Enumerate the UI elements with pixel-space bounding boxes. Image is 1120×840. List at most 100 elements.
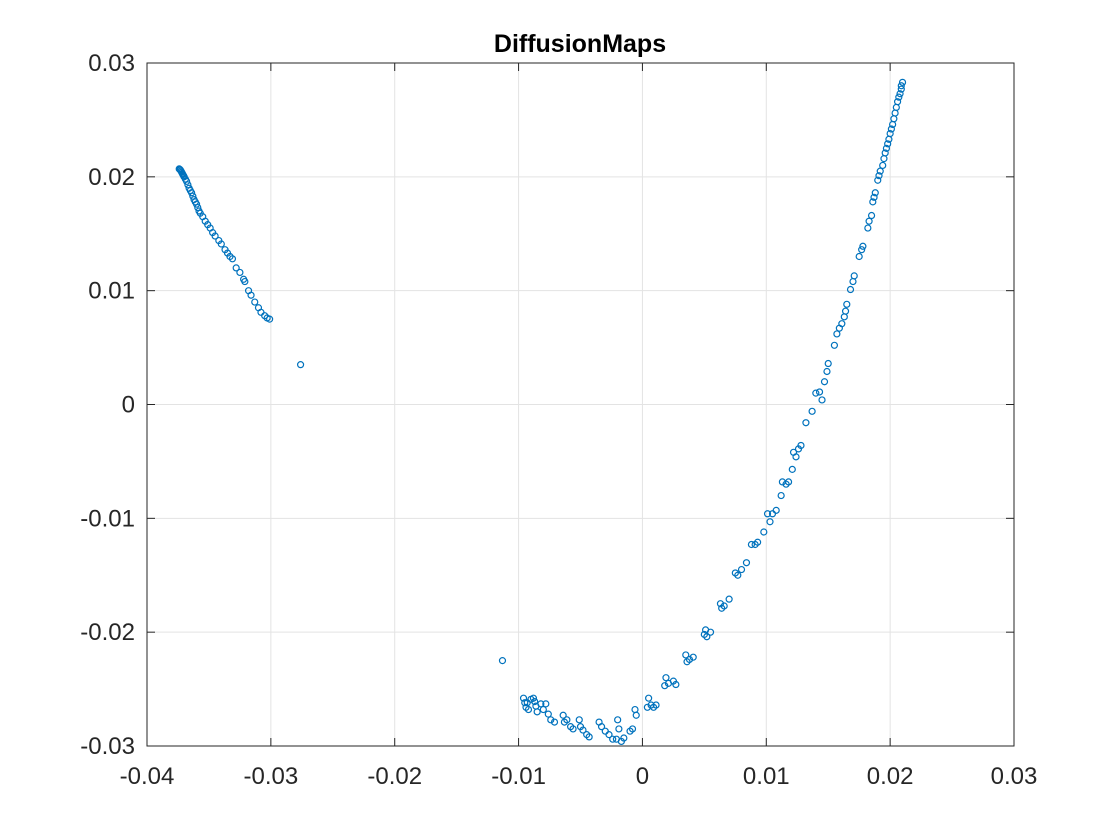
- y-tick-label: -0.01: [80, 505, 135, 532]
- y-tick-label: -0.02: [80, 619, 135, 646]
- data-point: [818, 396, 826, 404]
- data-point: [614, 716, 622, 724]
- data-point: [898, 78, 907, 86]
- data-point: [777, 491, 785, 500]
- data-point: [211, 232, 219, 240]
- data-point: [808, 407, 816, 415]
- y-tick-label: 0.01: [88, 278, 135, 305]
- data-point: [521, 699, 529, 707]
- data-point: [539, 705, 547, 714]
- data-point: [763, 510, 772, 518]
- data-point: [820, 378, 829, 386]
- data-point: [547, 716, 555, 724]
- data-point: [875, 172, 883, 180]
- data-point: [296, 361, 305, 369]
- data-point: [720, 602, 728, 610]
- data-point: [747, 540, 756, 549]
- data-point: [886, 129, 894, 138]
- data-point: [841, 307, 850, 315]
- data-point: [815, 388, 824, 396]
- data-point: [194, 203, 202, 212]
- data-point: [859, 242, 867, 250]
- data-point: [725, 595, 733, 603]
- y-tick-label: -0.03: [80, 733, 135, 760]
- data-point: [189, 192, 197, 200]
- data-point: [531, 698, 539, 706]
- data-point: [689, 653, 697, 661]
- data-point: [734, 571, 742, 579]
- data-point: [544, 710, 552, 718]
- data-point: [661, 682, 669, 690]
- data-point: [742, 559, 751, 567]
- data-point: [850, 272, 858, 280]
- data-point: [498, 657, 507, 665]
- data-point: [662, 674, 670, 682]
- data-point: [802, 419, 810, 427]
- data-point: [247, 291, 255, 299]
- y-tick-label: 0.02: [88, 164, 135, 191]
- data-point: [187, 189, 196, 197]
- data-point: [529, 694, 538, 702]
- data-point: [609, 735, 617, 743]
- data-point: [569, 725, 577, 733]
- data-point: [703, 633, 711, 641]
- data-point: [615, 725, 623, 733]
- data-point: [858, 246, 866, 254]
- data-point: [884, 140, 892, 148]
- x-tick-label: -0.03: [244, 763, 299, 790]
- data-point: [716, 600, 725, 608]
- data-point: [772, 506, 780, 514]
- data-point: [652, 701, 660, 709]
- data-point: [893, 98, 902, 106]
- data-point: [192, 200, 201, 208]
- data-point: [524, 705, 533, 714]
- x-tick-label: 0.01: [743, 763, 790, 790]
- data-point: [672, 680, 680, 689]
- data-point: [867, 211, 876, 220]
- axis-ticks: -0.04 -0.03 -0.02 -0.01 0 0.01 0.02 0.03 -0.03 -0…: [80, 50, 1037, 790]
- data-point: [897, 82, 905, 90]
- data-point: [251, 298, 259, 306]
- data-point: [812, 389, 820, 397]
- data-point: [855, 252, 863, 261]
- data-point: [870, 193, 878, 201]
- data-point: [846, 285, 855, 294]
- data-point: [895, 93, 903, 101]
- data-point: [882, 144, 891, 152]
- data-point: [241, 277, 249, 286]
- data-point: [766, 518, 774, 526]
- x-tick-label: 0.02: [867, 763, 914, 790]
- data-point: [792, 453, 800, 461]
- data-point: [879, 161, 887, 170]
- x-tick-label: 0.03: [991, 763, 1038, 790]
- data-point: [887, 125, 895, 133]
- data-point: [563, 716, 571, 724]
- y-tick-label: 0.03: [88, 50, 135, 77]
- data-point: [843, 300, 851, 308]
- chart-title: DiffusionMaps: [494, 30, 666, 58]
- data-point: [537, 700, 545, 708]
- data-point: [620, 734, 628, 742]
- data-point: [682, 651, 690, 659]
- data-point: [865, 217, 873, 225]
- data-point: [628, 725, 637, 733]
- data-point: [833, 330, 841, 338]
- data-point: [228, 255, 237, 263]
- data-point: [797, 441, 805, 450]
- data-point: [830, 341, 839, 349]
- data-point: [597, 723, 606, 731]
- data-point: [559, 711, 567, 719]
- data-point: [784, 478, 793, 486]
- data-point: [579, 726, 587, 734]
- data-point: [706, 628, 715, 636]
- data-point: [864, 224, 872, 232]
- x-tick-label: -0.01: [491, 763, 546, 790]
- data-point: [896, 90, 904, 98]
- data-point: [897, 85, 905, 93]
- data-point: [550, 718, 559, 726]
- data-point: [869, 198, 877, 206]
- data-point: [788, 465, 796, 473]
- data-point: [542, 700, 550, 708]
- data-point: [519, 694, 528, 702]
